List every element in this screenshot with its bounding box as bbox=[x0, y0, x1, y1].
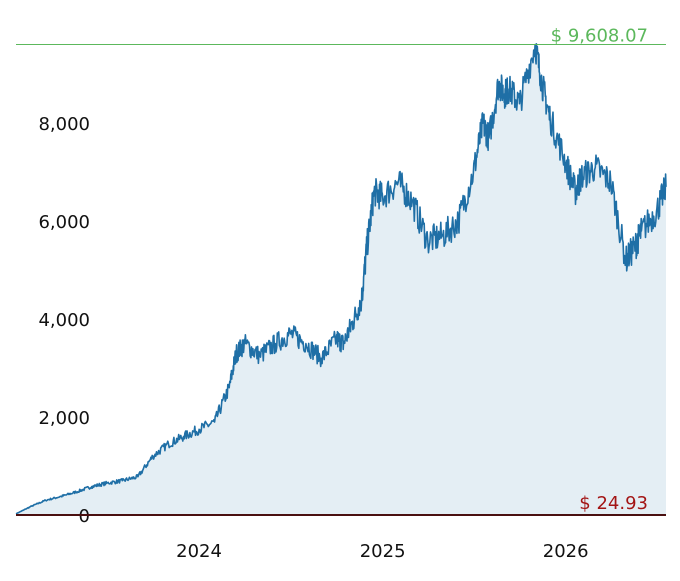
x-axis: 2024 2025 2026 bbox=[176, 541, 588, 562]
x-tick-label: 2024 bbox=[176, 541, 222, 562]
x-tick-label: 2026 bbox=[543, 541, 589, 562]
y-axis: 0 2,000 4,000 6,000 8,000 bbox=[38, 114, 90, 527]
y-tick-label: 4,000 bbox=[38, 310, 90, 331]
series-area-fill bbox=[16, 43, 666, 516]
plot-area bbox=[15, 43, 667, 516]
y-tick-label: 2,000 bbox=[38, 408, 90, 429]
y-tick-label: 6,000 bbox=[38, 212, 90, 233]
high-label: $ 9,608.07 bbox=[551, 26, 648, 47]
y-tick-label: 8,000 bbox=[38, 114, 90, 135]
x-tick-label: 2025 bbox=[360, 541, 406, 562]
low-label: $ 24.93 bbox=[579, 493, 648, 514]
annotations: $ 9,608.07 $ 24.93 bbox=[16, 26, 666, 516]
y-tick-label: 0 bbox=[79, 506, 90, 527]
series-line bbox=[15, 43, 667, 515]
